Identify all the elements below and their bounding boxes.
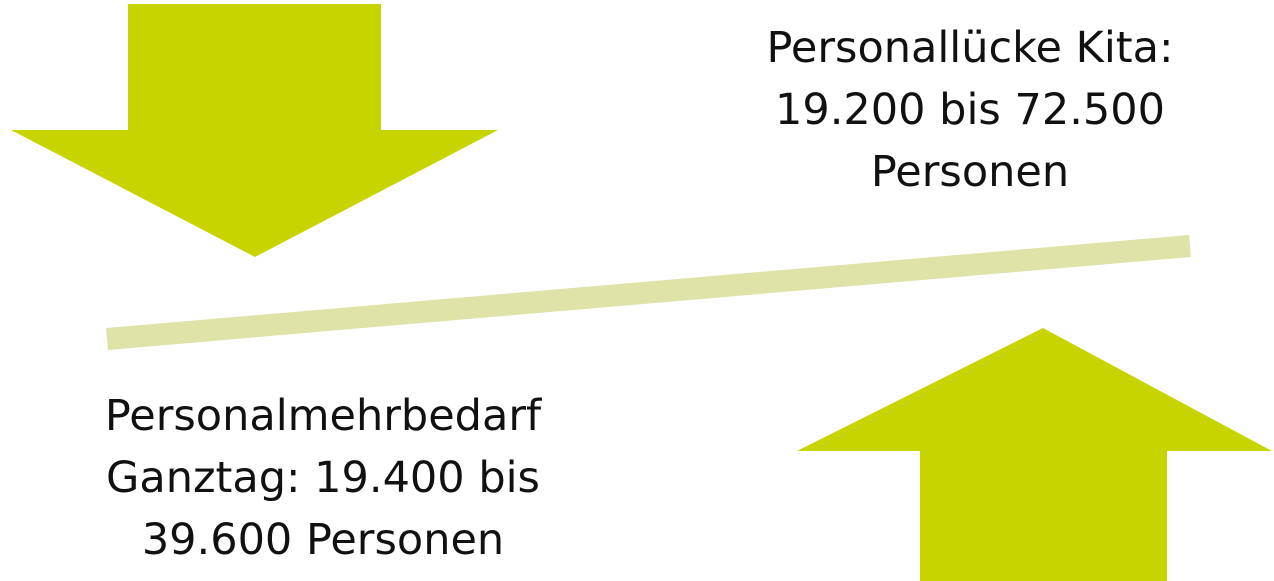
down-arrow [11,4,498,257]
label-line: Personallücke Kita: [767,23,1174,73]
label-line: Personalmehrbedarf [105,391,542,441]
balance-beam [106,235,1191,350]
up-arrow [797,328,1272,581]
label-line: Ganztag: 19.400 bis [106,453,540,503]
label-line: 39.600 Personen [142,515,504,565]
label-line: 19.200 bis 72.500 [775,85,1165,135]
label-line: Personen [871,147,1069,197]
